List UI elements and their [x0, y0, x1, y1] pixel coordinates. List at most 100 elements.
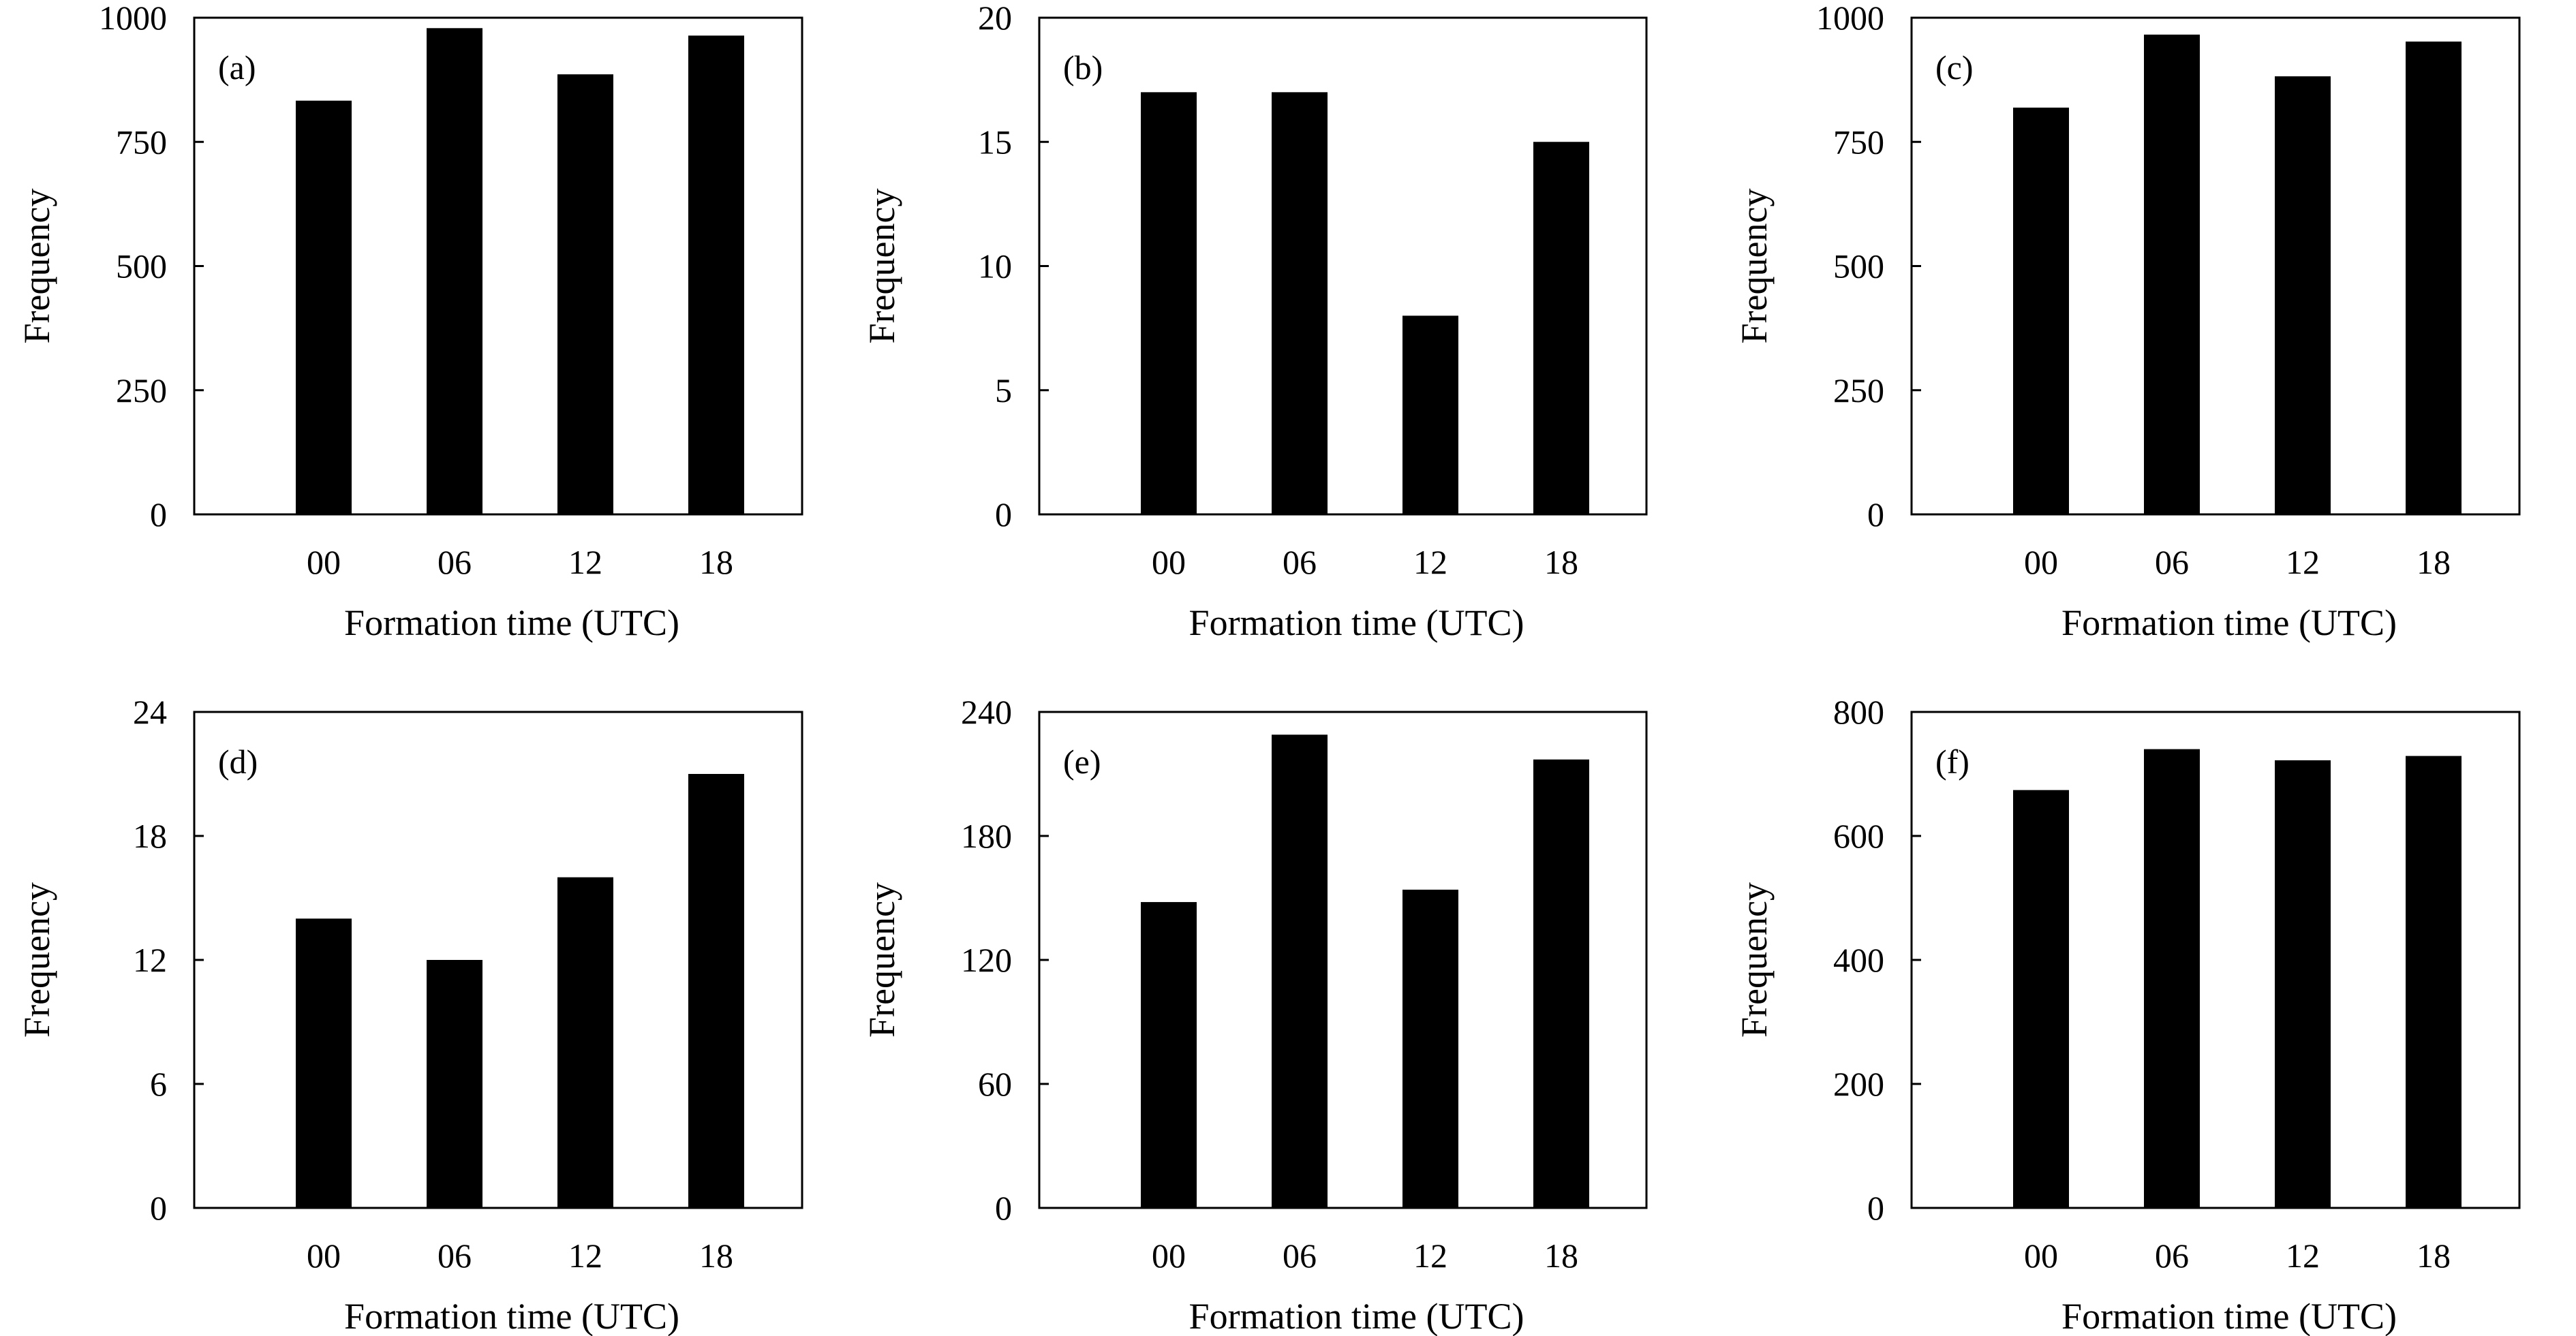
y-tick-label-d: 12	[133, 941, 167, 979]
y-tick-label-f: 0	[1867, 1189, 1884, 1227]
y-tick-label-f: 600	[1833, 817, 1884, 855]
y-tick-label-e: 60	[978, 1065, 1012, 1103]
y-tick-label-a: 500	[116, 247, 167, 285]
y-tick-label-e: 180	[961, 817, 1012, 855]
x-tick-label-d-18: 18	[699, 1237, 733, 1275]
bar-a-06	[427, 28, 482, 514]
bar-a-18	[688, 35, 744, 514]
x-tick-label-a-00: 00	[307, 543, 341, 581]
x-tick-label-f-18: 18	[2417, 1237, 2451, 1275]
y-tick-label-a: 1000	[99, 0, 167, 37]
chart-panel-a: 0 250 500 750 1000 00 06 12 18 Formation time (UT…	[16, 0, 803, 643]
x-axis-label-f: Formation time (UTC)	[2061, 1296, 2397, 1336]
y-axis-label-d: Frequency	[16, 882, 57, 1038]
x-axis-label-a: Formation time (UTC)	[344, 602, 679, 643]
bar-b-18	[1533, 142, 1589, 514]
x-tick-label-b-00: 00	[1152, 543, 1186, 581]
y-tick-label-f: 200	[1833, 1065, 1884, 1103]
bar-d-00	[296, 918, 352, 1208]
x-tick-label-e-18: 18	[1544, 1237, 1578, 1275]
x-tick-label-e-12: 12	[1413, 1237, 1447, 1275]
x-tick-label-f-00: 00	[2024, 1237, 2058, 1275]
x-tick-label-f-12: 12	[2286, 1237, 2320, 1275]
bar-f-06	[2144, 749, 2200, 1208]
x-tick-label-b-06: 06	[1283, 543, 1317, 581]
y-tick-label-d: 24	[133, 693, 167, 731]
x-tick-label-d-12: 12	[568, 1237, 602, 1275]
y-tick-label-a: 0	[150, 495, 167, 533]
panel-tag-f: (f)	[1935, 743, 1969, 781]
y-tick-label-e: 240	[961, 693, 1012, 731]
x-axis-label-c: Formation time (UTC)	[2061, 602, 2397, 643]
bar-c-00	[2013, 107, 2069, 515]
bar-c-12	[2275, 76, 2331, 515]
y-tick-label-b: 5	[995, 371, 1012, 409]
y-tick-label-d: 0	[150, 1189, 167, 1227]
panel-tag-e: (e)	[1063, 743, 1101, 781]
x-axis-label-e: Formation time (UTC)	[1189, 1296, 1524, 1336]
y-axis-label-c: Frequency	[1734, 189, 1775, 344]
y-tick-label-c: 750	[1833, 123, 1884, 161]
panel-tag-c: (c)	[1935, 48, 1974, 87]
bar-e-06	[1272, 734, 1328, 1208]
y-tick-label-d: 18	[133, 817, 167, 855]
x-tick-label-c-18: 18	[2417, 543, 2451, 581]
chart-panel-f: 0 200 400 600 800 00 06 12 18 Formation time (UTC…	[1734, 693, 2521, 1336]
bar-f-18	[2406, 756, 2462, 1208]
chart-panel-c: 0 250 500 750 1000 00 06 12 18 Formation time (UT…	[1734, 0, 2521, 643]
x-tick-label-c-12: 12	[2286, 543, 2320, 581]
y-tick-label-c: 250	[1833, 371, 1884, 409]
panel-tag-b: (b)	[1063, 48, 1103, 87]
x-tick-label-d-06: 06	[438, 1237, 472, 1275]
y-tick-label-c: 1000	[1816, 0, 1884, 37]
y-tick-label-e: 120	[961, 941, 1012, 979]
x-tick-label-a-12: 12	[568, 543, 602, 581]
bar-e-00	[1141, 902, 1197, 1208]
bar-a-12	[557, 74, 613, 514]
y-axis-label-b: Frequency	[861, 189, 902, 344]
y-tick-label-b: 20	[978, 0, 1012, 37]
y-tick-label-e: 0	[995, 1189, 1012, 1227]
bar-b-06	[1272, 92, 1328, 515]
bar-d-06	[427, 960, 482, 1208]
x-axis-label-b: Formation time (UTC)	[1189, 602, 1524, 643]
x-tick-label-e-00: 00	[1152, 1237, 1186, 1275]
y-tick-label-f: 400	[1833, 941, 1884, 979]
x-tick-label-f-06: 06	[2155, 1237, 2189, 1275]
x-tick-label-c-00: 00	[2024, 543, 2058, 581]
x-tick-label-a-06: 06	[438, 543, 472, 581]
x-tick-label-a-18: 18	[699, 543, 733, 581]
y-axis-label-e: Frequency	[861, 882, 902, 1038]
chart-panel-b: 0 5 10 15 20 00 06 12 18 Formation time (UTC) Freq…	[861, 0, 1648, 643]
y-axis-label-f: Frequency	[1734, 882, 1775, 1038]
bar-a-00	[296, 100, 352, 515]
y-axis-label-a: Frequency	[16, 189, 57, 344]
bar-d-12	[557, 877, 613, 1208]
panel-tag-d: (d)	[218, 743, 258, 781]
bar-b-12	[1402, 315, 1458, 514]
chart-panel-e: 0 60 120 180 240 00 06 12 18 Formation time (UTC)…	[861, 693, 1648, 1336]
y-tick-label-c: 0	[1867, 495, 1884, 533]
bar-e-12	[1402, 889, 1458, 1208]
x-tick-label-d-00: 00	[307, 1237, 341, 1275]
x-tick-label-b-12: 12	[1413, 543, 1447, 581]
y-tick-label-a: 250	[116, 371, 167, 409]
bar-c-18	[2406, 41, 2462, 514]
x-tick-label-b-18: 18	[1544, 543, 1578, 581]
x-axis-label-d: Formation time (UTC)	[344, 1296, 679, 1336]
y-tick-label-b: 0	[995, 495, 1012, 533]
x-tick-label-c-06: 06	[2155, 543, 2189, 581]
x-tick-label-e-06: 06	[1283, 1237, 1317, 1275]
bar-f-00	[2013, 790, 2069, 1208]
y-tick-label-f: 800	[1833, 693, 1884, 731]
y-tick-label-a: 750	[116, 123, 167, 161]
bar-f-12	[2275, 760, 2331, 1208]
bar-e-18	[1533, 759, 1589, 1208]
bar-c-06	[2144, 34, 2200, 514]
y-tick-label-d: 6	[150, 1065, 167, 1103]
y-tick-label-b: 15	[978, 123, 1012, 161]
panel-tag-a: (a)	[218, 48, 256, 87]
y-tick-label-b: 10	[978, 247, 1012, 285]
